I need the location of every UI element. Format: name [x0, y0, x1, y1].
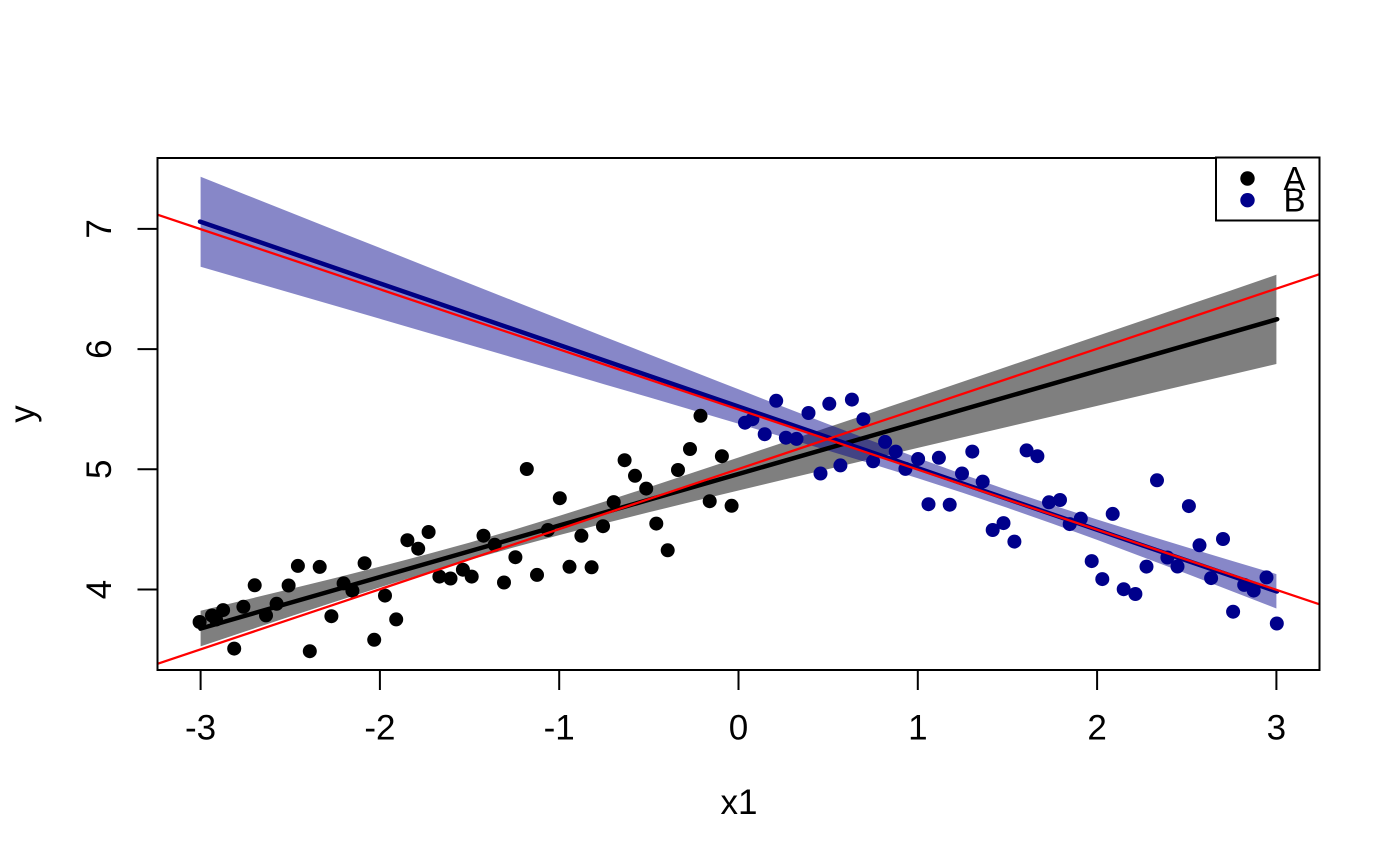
svg-text:x1: x1: [721, 783, 758, 822]
svg-text:A: A: [1284, 160, 1306, 197]
svg-text:2: 2: [1087, 709, 1106, 748]
svg-text:6: 6: [80, 339, 119, 358]
svg-text:3: 3: [1267, 709, 1286, 748]
svg-text:4: 4: [80, 580, 119, 599]
svg-text:1: 1: [908, 709, 927, 748]
svg-text:0: 0: [729, 709, 748, 748]
svg-text:y: y: [3, 405, 42, 423]
svg-text:5: 5: [80, 460, 119, 479]
svg-text:B: B: [1284, 182, 1306, 219]
svg-text:7: 7: [80, 219, 119, 238]
svg-text:-3: -3: [185, 709, 216, 748]
svg-text:-1: -1: [544, 709, 575, 748]
svg-text:-2: -2: [364, 709, 395, 748]
